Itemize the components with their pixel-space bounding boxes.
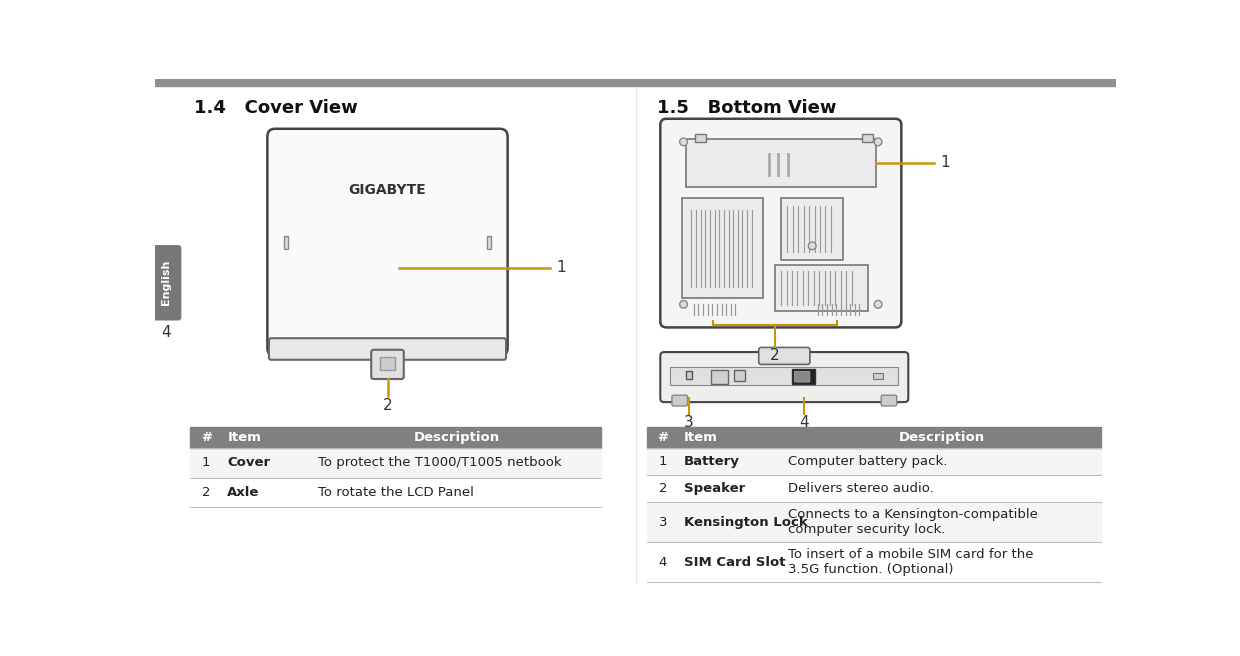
Text: GIGABYTE: GIGABYTE <box>348 184 427 197</box>
Bar <box>792 369 816 384</box>
Bar <box>284 236 288 249</box>
Bar <box>696 134 706 142</box>
FancyBboxPatch shape <box>660 119 901 327</box>
Text: 4: 4 <box>658 556 667 569</box>
Bar <box>190 478 600 507</box>
Circle shape <box>808 242 816 250</box>
Text: To rotate the LCD Panel: To rotate the LCD Panel <box>317 485 474 499</box>
Text: Speaker: Speaker <box>683 482 745 495</box>
Bar <box>781 198 843 260</box>
Bar <box>155 79 1116 87</box>
FancyBboxPatch shape <box>882 395 897 406</box>
Text: 1: 1 <box>658 455 667 468</box>
Bar <box>734 370 745 380</box>
Bar <box>671 367 898 385</box>
FancyBboxPatch shape <box>795 371 810 382</box>
Text: Kensington Lock: Kensington Lock <box>683 516 807 529</box>
Bar <box>873 373 883 379</box>
FancyBboxPatch shape <box>146 245 181 321</box>
FancyBboxPatch shape <box>371 350 404 379</box>
Text: 1.4   Cover View: 1.4 Cover View <box>193 99 357 117</box>
Text: Description: Description <box>414 431 500 444</box>
Bar <box>486 236 491 249</box>
Text: 4: 4 <box>799 415 808 430</box>
Bar <box>686 371 692 379</box>
Text: Item: Item <box>683 431 718 444</box>
Text: 2: 2 <box>658 482 667 495</box>
Bar <box>190 427 600 448</box>
Text: To protect the T1000/T1005 netbook: To protect the T1000/T1005 netbook <box>317 457 562 470</box>
Circle shape <box>680 138 687 146</box>
Text: English: English <box>161 260 171 306</box>
Text: Computer battery pack.: Computer battery pack. <box>787 455 947 468</box>
Text: 1.5   Bottom View: 1.5 Bottom View <box>657 99 837 117</box>
Text: #: # <box>657 431 668 444</box>
Text: Connects to a Kensington-compatible
computer security lock.: Connects to a Kensington-compatible comp… <box>787 508 1038 536</box>
Text: 1: 1 <box>557 260 567 276</box>
Bar <box>190 448 600 478</box>
Text: 4: 4 <box>161 325 171 340</box>
Bar <box>682 198 764 298</box>
Text: Description: Description <box>899 431 985 444</box>
Circle shape <box>874 300 882 308</box>
Text: Delivers stereo audio.: Delivers stereo audio. <box>787 482 934 495</box>
Text: Item: Item <box>227 431 262 444</box>
FancyBboxPatch shape <box>672 395 687 406</box>
Bar <box>711 370 728 384</box>
Text: SIM Card Slot: SIM Card Slot <box>683 556 785 569</box>
Bar <box>647 543 1101 583</box>
Bar <box>686 139 875 186</box>
Text: Cover: Cover <box>227 457 270 470</box>
Bar <box>647 502 1101 543</box>
FancyBboxPatch shape <box>759 348 810 364</box>
Text: Axle: Axle <box>227 485 259 499</box>
Bar <box>647 448 1101 475</box>
Bar <box>647 427 1101 448</box>
Text: 1: 1 <box>202 457 211 470</box>
Bar <box>862 134 873 142</box>
Text: 3: 3 <box>658 516 667 529</box>
FancyBboxPatch shape <box>269 338 506 359</box>
Text: 1: 1 <box>940 155 950 170</box>
Circle shape <box>680 300 687 308</box>
FancyBboxPatch shape <box>268 129 507 356</box>
Circle shape <box>874 138 882 146</box>
Text: To insert of a mobile SIM card for the
3.5G function. (Optional): To insert of a mobile SIM card for the 3… <box>787 548 1033 576</box>
Text: 3: 3 <box>684 415 694 430</box>
FancyBboxPatch shape <box>660 352 908 402</box>
Bar <box>379 358 396 370</box>
Text: 2: 2 <box>770 348 780 363</box>
Text: Battery: Battery <box>683 455 739 468</box>
Text: #: # <box>201 431 212 444</box>
Bar <box>775 265 868 311</box>
Text: 2: 2 <box>383 398 392 413</box>
Text: 2: 2 <box>202 485 211 499</box>
Bar <box>647 475 1101 502</box>
